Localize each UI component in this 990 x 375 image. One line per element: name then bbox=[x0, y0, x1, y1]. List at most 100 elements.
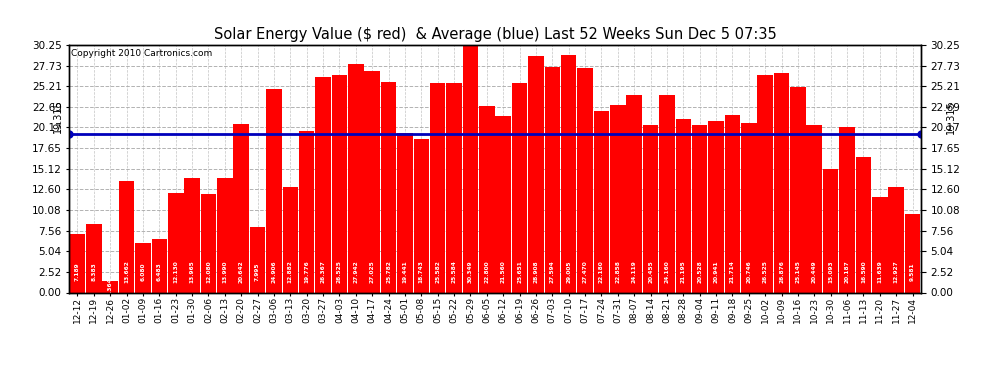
Bar bbox=[840, 128, 854, 292]
Text: 16.590: 16.590 bbox=[861, 261, 866, 284]
Text: 24.906: 24.906 bbox=[271, 261, 276, 284]
Text: 24.160: 24.160 bbox=[664, 261, 669, 284]
Text: 25.651: 25.651 bbox=[517, 261, 522, 284]
Bar bbox=[495, 116, 511, 292]
Bar bbox=[725, 115, 741, 292]
Bar bbox=[774, 73, 789, 292]
Bar bbox=[249, 227, 265, 292]
Text: 21.560: 21.560 bbox=[501, 261, 506, 284]
Bar bbox=[282, 187, 298, 292]
Bar bbox=[348, 64, 363, 292]
Text: 22.800: 22.800 bbox=[484, 261, 489, 284]
Bar bbox=[414, 139, 429, 292]
Bar bbox=[528, 56, 544, 292]
Bar bbox=[201, 194, 216, 292]
Bar bbox=[364, 71, 380, 292]
Text: 19.776: 19.776 bbox=[304, 261, 309, 284]
Bar bbox=[561, 55, 576, 292]
Bar bbox=[577, 68, 593, 292]
Bar bbox=[659, 95, 675, 292]
Text: 19.315: 19.315 bbox=[946, 101, 956, 135]
Bar bbox=[86, 224, 102, 292]
Text: 26.525: 26.525 bbox=[762, 261, 767, 284]
Text: Copyright 2010 Cartronics.com: Copyright 2010 Cartronics.com bbox=[71, 49, 212, 58]
Text: 27.942: 27.942 bbox=[353, 261, 358, 284]
Bar bbox=[151, 240, 167, 292]
Title: Solar Energy Value ($ red)  & Average (blue) Last 52 Weeks Sun Dec 5 07:35: Solar Energy Value ($ red) & Average (bl… bbox=[214, 27, 776, 42]
Bar bbox=[741, 123, 756, 292]
Text: 26.367: 26.367 bbox=[321, 261, 326, 284]
Bar bbox=[136, 243, 150, 292]
Text: 7.995: 7.995 bbox=[255, 263, 260, 281]
Text: 27.470: 27.470 bbox=[582, 261, 587, 284]
Text: 12.080: 12.080 bbox=[206, 261, 211, 284]
Text: 22.180: 22.180 bbox=[599, 261, 604, 284]
Text: 20.449: 20.449 bbox=[812, 261, 817, 284]
Text: 27.025: 27.025 bbox=[369, 261, 374, 284]
Text: 21.195: 21.195 bbox=[681, 261, 686, 284]
Bar bbox=[610, 105, 626, 292]
Text: 20.528: 20.528 bbox=[697, 261, 702, 284]
Bar bbox=[643, 125, 658, 292]
Bar bbox=[855, 157, 871, 292]
Text: 21.714: 21.714 bbox=[730, 261, 735, 284]
Bar bbox=[888, 187, 904, 292]
Bar bbox=[627, 95, 642, 292]
Bar bbox=[708, 121, 724, 292]
Bar bbox=[675, 119, 691, 292]
Text: 13.662: 13.662 bbox=[124, 261, 129, 284]
Text: 8.383: 8.383 bbox=[91, 262, 96, 281]
Text: 25.145: 25.145 bbox=[795, 261, 800, 284]
Bar bbox=[168, 193, 183, 292]
Bar bbox=[692, 124, 708, 292]
Bar bbox=[397, 134, 413, 292]
Bar bbox=[757, 75, 773, 292]
Text: 20.941: 20.941 bbox=[714, 261, 719, 284]
Bar bbox=[823, 169, 839, 292]
Text: 13.965: 13.965 bbox=[190, 261, 195, 284]
Text: 20.187: 20.187 bbox=[844, 261, 849, 284]
Text: 9.581: 9.581 bbox=[910, 263, 915, 281]
Bar bbox=[462, 44, 478, 292]
Bar bbox=[234, 124, 249, 292]
Bar bbox=[807, 125, 822, 292]
Text: 13.990: 13.990 bbox=[223, 261, 228, 283]
Text: 7.189: 7.189 bbox=[75, 263, 80, 281]
Text: 11.639: 11.639 bbox=[877, 261, 882, 284]
Text: 15.093: 15.093 bbox=[829, 261, 834, 284]
Text: 20.642: 20.642 bbox=[239, 261, 244, 284]
Text: 28.908: 28.908 bbox=[534, 261, 539, 284]
Text: 12.927: 12.927 bbox=[894, 261, 899, 284]
Bar bbox=[381, 81, 396, 292]
Bar bbox=[102, 281, 118, 292]
Text: 30.349: 30.349 bbox=[468, 261, 473, 284]
Text: 25.582: 25.582 bbox=[436, 261, 441, 284]
Text: 27.594: 27.594 bbox=[549, 261, 554, 284]
Bar bbox=[479, 106, 495, 292]
Text: 12.130: 12.130 bbox=[173, 261, 178, 284]
Bar bbox=[594, 111, 609, 292]
Text: 25.782: 25.782 bbox=[386, 261, 391, 284]
Bar bbox=[790, 87, 806, 292]
Bar bbox=[315, 77, 331, 292]
Bar bbox=[266, 89, 282, 292]
Bar bbox=[299, 131, 315, 292]
Text: 18.743: 18.743 bbox=[419, 261, 424, 284]
Text: 19.315: 19.315 bbox=[52, 99, 62, 133]
Bar bbox=[119, 181, 135, 292]
Text: 26.525: 26.525 bbox=[337, 261, 342, 284]
Text: 22.858: 22.858 bbox=[616, 261, 621, 284]
Text: 26.876: 26.876 bbox=[779, 261, 784, 284]
Bar bbox=[544, 67, 560, 292]
Text: 24.119: 24.119 bbox=[632, 261, 637, 284]
Bar bbox=[872, 197, 888, 292]
Text: 19.441: 19.441 bbox=[403, 261, 408, 284]
Bar bbox=[430, 83, 446, 292]
Text: 20.455: 20.455 bbox=[648, 261, 653, 284]
Bar bbox=[184, 178, 200, 292]
Text: 1.364: 1.364 bbox=[108, 278, 113, 296]
Bar bbox=[905, 214, 921, 292]
Text: 6.080: 6.080 bbox=[141, 263, 146, 281]
Text: 29.005: 29.005 bbox=[566, 261, 571, 283]
Bar bbox=[332, 75, 347, 292]
